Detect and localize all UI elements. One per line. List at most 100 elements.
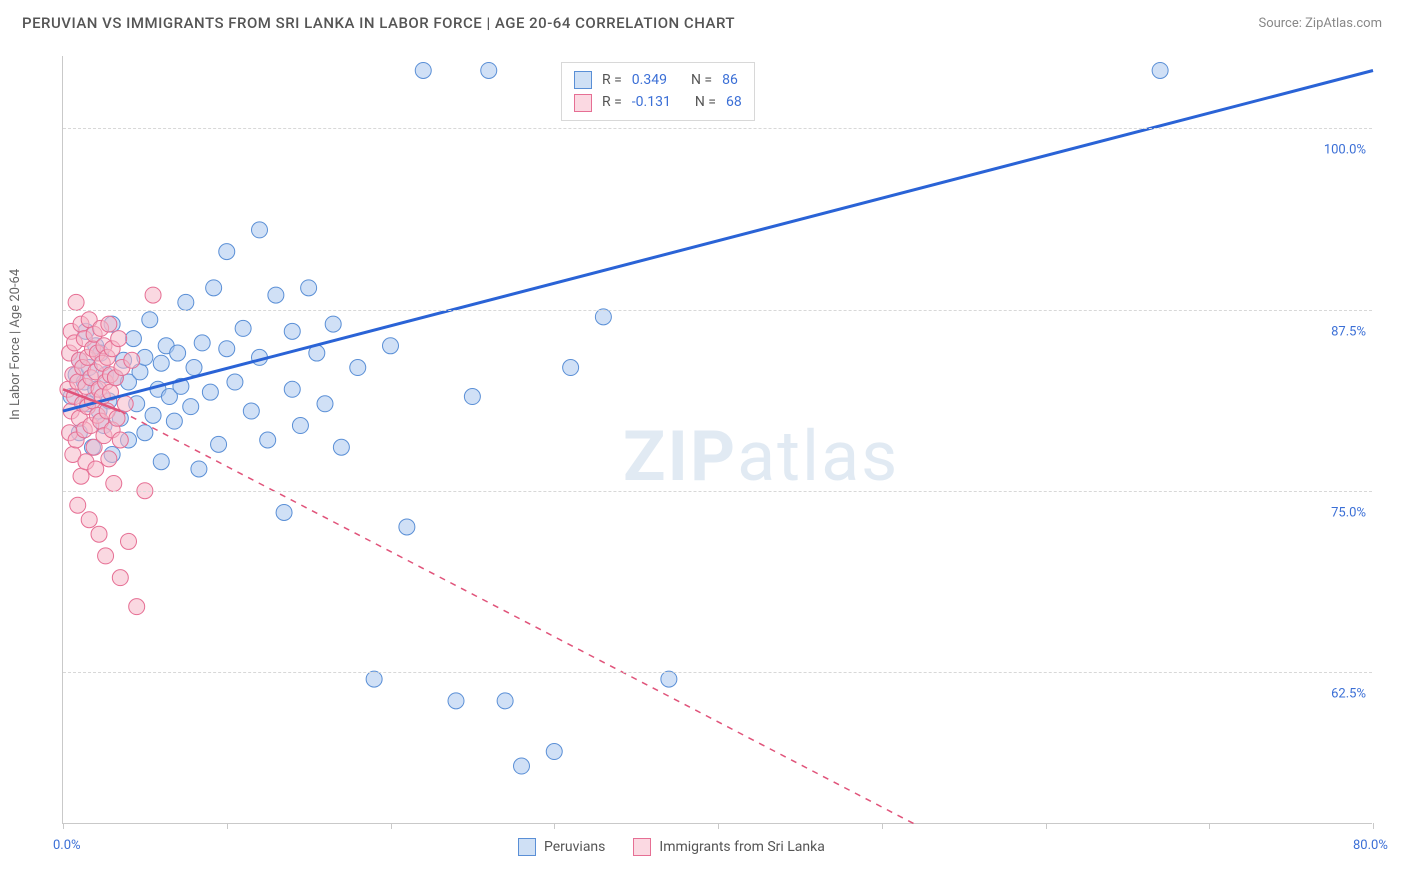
gridline — [63, 128, 1372, 129]
data-point — [448, 693, 464, 709]
source-label: Source: ZipAtlas.com — [1258, 16, 1382, 31]
data-point — [73, 468, 89, 484]
xtick-mark — [63, 823, 64, 829]
xtick-label: 0.0% — [53, 838, 81, 853]
trend-line — [63, 70, 1373, 411]
data-point — [70, 497, 86, 513]
gridline — [63, 672, 1372, 673]
data-point — [227, 374, 243, 390]
data-point — [106, 475, 122, 491]
data-point — [98, 548, 114, 564]
legend-label: Peruvians — [544, 839, 605, 855]
stats-row: R = 0.349 N = 86 — [574, 69, 742, 91]
data-point — [145, 287, 161, 303]
data-point — [252, 222, 268, 238]
stat-n-label: N = — [691, 69, 712, 91]
xtick-label: 80.0% — [1353, 838, 1388, 853]
data-point — [546, 744, 562, 760]
data-point — [276, 504, 292, 520]
stat-r-value: -0.131 — [632, 91, 671, 113]
data-point — [68, 294, 84, 310]
data-point — [366, 671, 382, 687]
data-point — [88, 461, 104, 477]
gridline — [63, 310, 1372, 311]
data-point — [317, 396, 333, 412]
data-point — [497, 693, 513, 709]
legend-swatch — [633, 838, 651, 856]
xtick-mark — [1209, 823, 1210, 829]
data-point — [186, 360, 202, 376]
legend: Peruvians Immigrants from Sri Lanka — [518, 838, 825, 856]
stat-r-label: R = — [602, 69, 622, 91]
data-point — [325, 316, 341, 332]
data-point — [219, 244, 235, 260]
data-point — [145, 407, 161, 423]
data-point — [284, 323, 300, 339]
data-point — [350, 360, 366, 376]
data-point — [101, 316, 117, 332]
stat-r-value: 0.349 — [632, 69, 667, 91]
data-point — [81, 512, 97, 528]
ytick-label: 75.0% — [1331, 505, 1366, 520]
data-point — [481, 62, 497, 78]
data-point — [595, 309, 611, 325]
data-point — [260, 432, 276, 448]
data-point — [117, 396, 133, 412]
data-point — [153, 355, 169, 371]
xtick-mark — [554, 823, 555, 829]
legend-item: Peruvians — [518, 838, 605, 856]
ytick-label: 100.0% — [1324, 143, 1366, 158]
data-point — [101, 451, 117, 467]
data-point — [235, 320, 251, 336]
data-point — [124, 352, 140, 368]
data-point — [112, 432, 128, 448]
stats-row: R = -0.131 N = 68 — [574, 91, 742, 113]
data-point — [170, 345, 186, 361]
series-swatch — [574, 71, 592, 89]
data-point — [153, 454, 169, 470]
ytick-label: 87.5% — [1331, 324, 1366, 339]
data-point — [284, 381, 300, 397]
data-point — [112, 570, 128, 586]
ytick-label: 62.5% — [1331, 686, 1366, 701]
data-point — [292, 418, 308, 434]
data-point — [183, 399, 199, 415]
plot-area: 62.5%75.0%87.5%100.0%0.0%80.0%ZIPatlasR … — [62, 56, 1372, 824]
data-point — [661, 671, 677, 687]
data-point — [219, 341, 235, 357]
stat-n-label: N = — [695, 91, 716, 113]
data-point — [514, 758, 530, 774]
data-point — [202, 384, 218, 400]
stats-box: R = 0.349 N = 86 R = -0.131 N = 68 — [561, 62, 755, 121]
data-point — [206, 280, 222, 296]
data-point — [194, 335, 210, 351]
data-point — [211, 436, 227, 452]
data-point — [415, 62, 431, 78]
data-point — [243, 403, 259, 419]
xtick-mark — [391, 823, 392, 829]
xtick-mark — [1046, 823, 1047, 829]
stat-r-label: R = — [602, 91, 622, 113]
legend-item: Immigrants from Sri Lanka — [633, 838, 824, 856]
data-point — [333, 439, 349, 455]
xtick-mark — [882, 823, 883, 829]
stat-n-value: 68 — [726, 91, 742, 113]
legend-label: Immigrants from Sri Lanka — [659, 839, 824, 855]
series-swatch — [574, 94, 592, 112]
data-point — [125, 331, 141, 347]
data-point — [121, 533, 137, 549]
xtick-mark — [227, 823, 228, 829]
data-point — [301, 280, 317, 296]
data-point — [383, 338, 399, 354]
data-point — [91, 526, 107, 542]
data-point — [563, 360, 579, 376]
watermark: ZIPatlas — [623, 416, 899, 498]
data-point — [178, 294, 194, 310]
y-axis-label: In Labor Force | Age 20-64 — [8, 269, 23, 420]
stat-n-value: 86 — [722, 69, 738, 91]
data-point — [1152, 62, 1168, 78]
data-point — [137, 425, 153, 441]
legend-swatch — [518, 838, 536, 856]
xtick-mark — [1373, 823, 1374, 829]
data-point — [191, 461, 207, 477]
